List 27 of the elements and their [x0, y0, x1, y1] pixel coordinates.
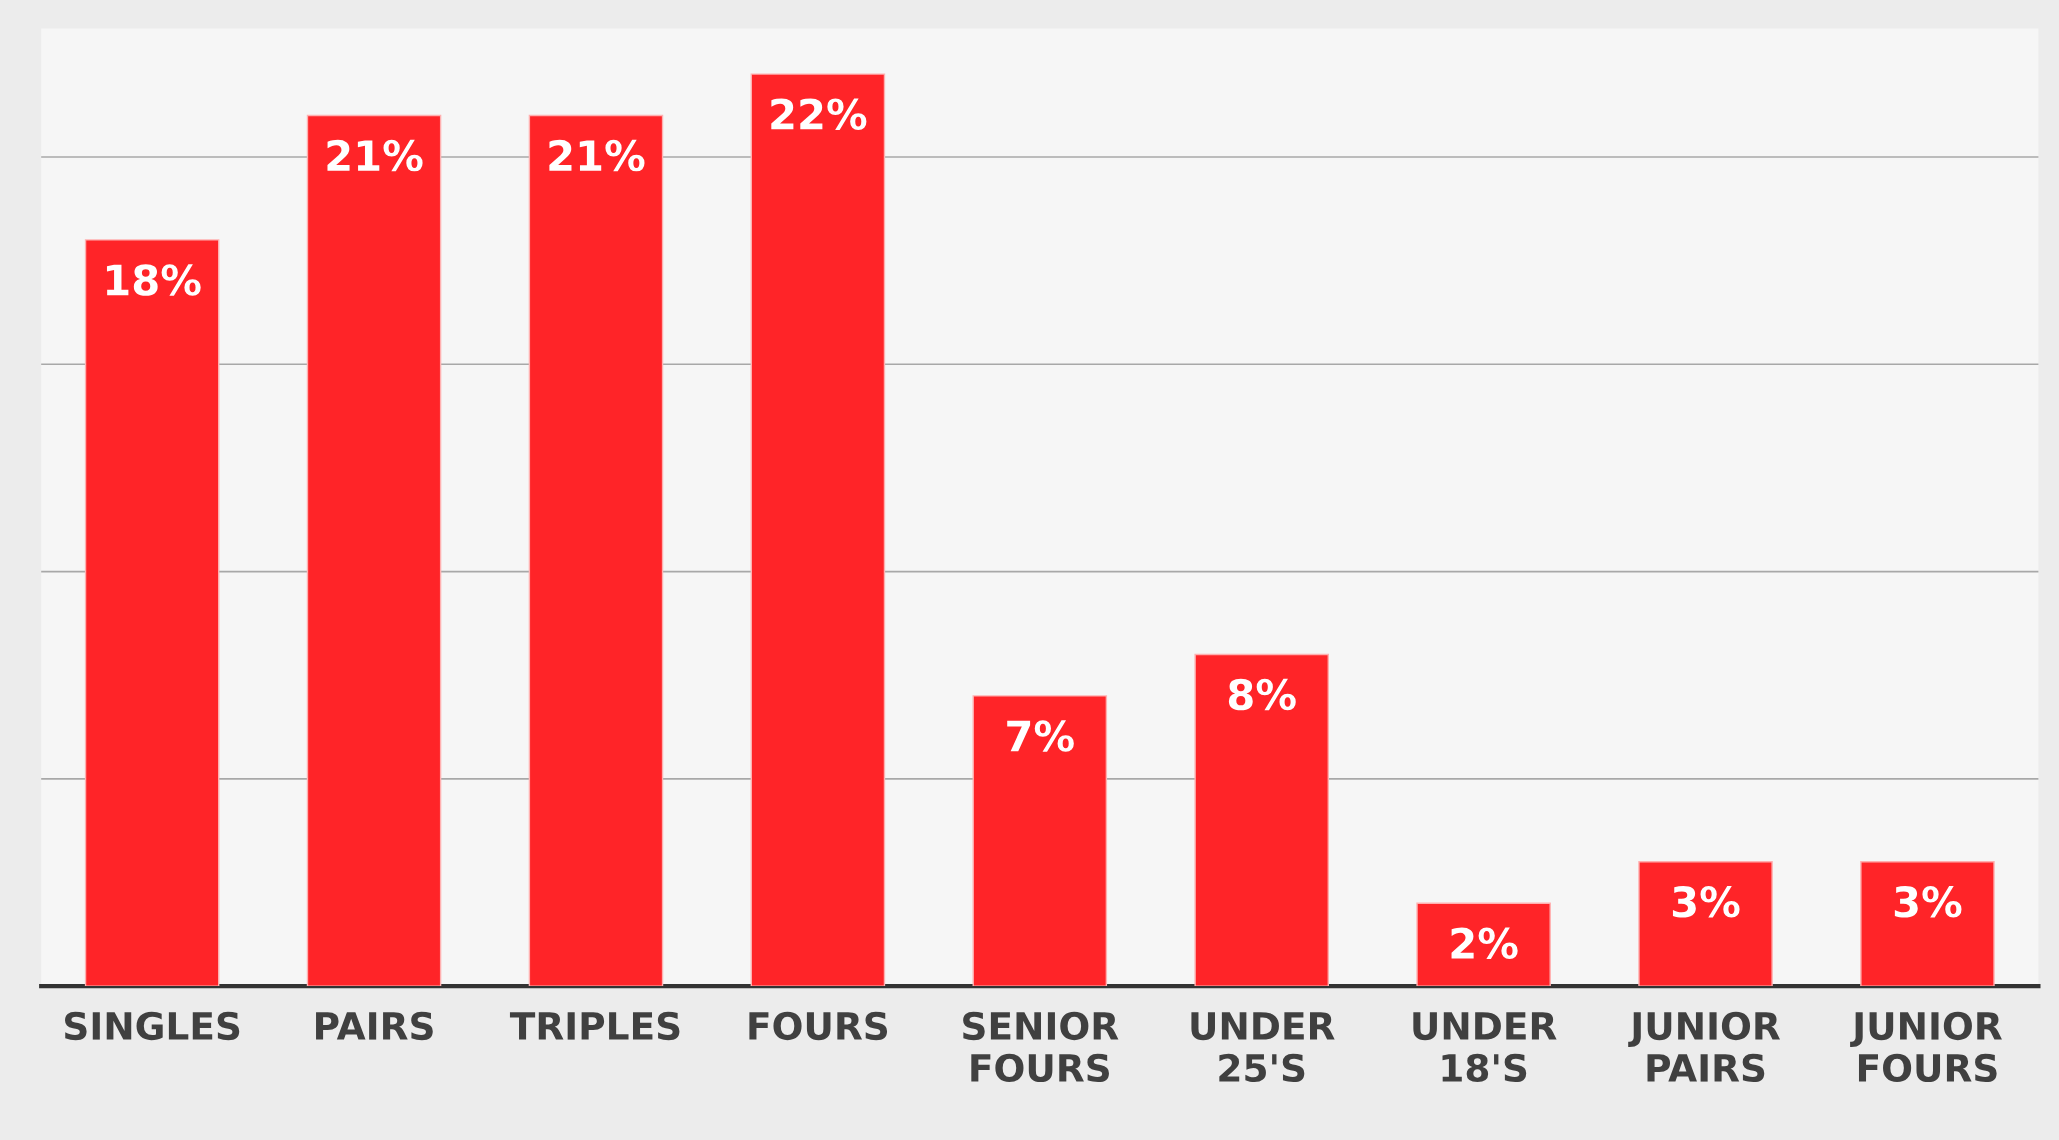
x-tick-label: SENIOR FOURS — [963, 1011, 1119, 1083]
data-label: 3% — [1894, 886, 1962, 918]
bar — [306, 114, 442, 987]
bar — [84, 239, 220, 987]
x-tick-label: JUNIOR FOURS — [1850, 1011, 2002, 1083]
x-tick-label: UNDER 18'S — [1413, 1012, 1557, 1083]
data-label: 21% — [327, 139, 423, 172]
data-label: 2% — [1451, 927, 1518, 960]
bar — [1860, 861, 1995, 987]
data-label: 18% — [106, 264, 201, 296]
x-tick-label: TRIPLES — [509, 1011, 680, 1041]
bar — [1416, 902, 1551, 987]
x-tick-label: PAIRS — [316, 1011, 433, 1041]
bar — [1194, 653, 1329, 987]
data-label: 7% — [1007, 720, 1074, 752]
data-label: 21% — [549, 139, 645, 172]
bar — [972, 695, 1108, 987]
bar — [1638, 861, 1773, 987]
data-label: 22% — [771, 98, 867, 130]
bar — [750, 73, 886, 987]
bar — [528, 114, 664, 987]
x-tick-label: JUNIOR PAIRS — [1628, 1011, 1781, 1083]
data-label: 3% — [1672, 886, 1740, 918]
x-tick-label: SINGLES — [65, 1011, 240, 1041]
x-tick-label: UNDER 25'S — [1191, 1012, 1335, 1083]
x-tick-label: FOURS — [749, 1011, 888, 1041]
data-label: 8% — [1228, 678, 1296, 711]
